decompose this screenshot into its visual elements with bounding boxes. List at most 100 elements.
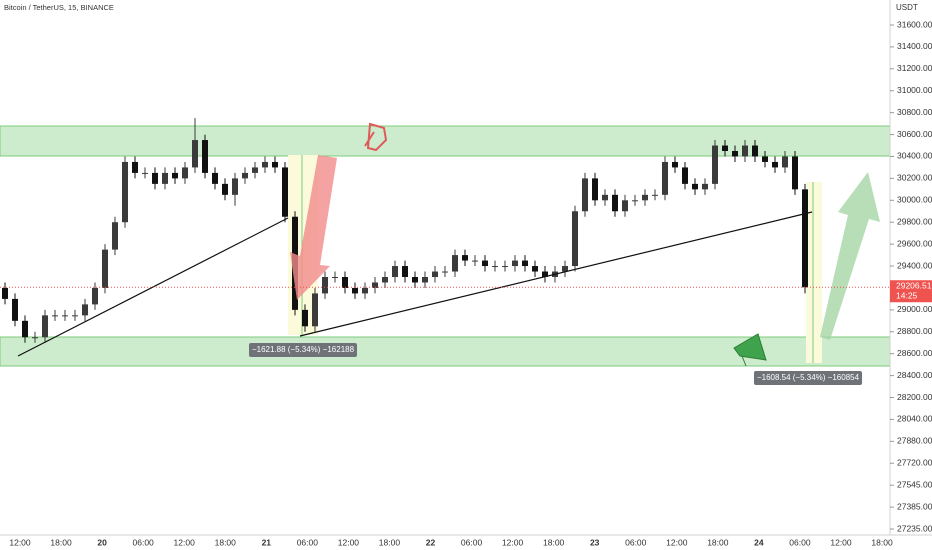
y-tick-label: 27720.00 <box>897 458 932 468</box>
y-tick-label: 29800.00 <box>897 216 932 226</box>
candle-body <box>512 260 518 267</box>
candle-body <box>402 266 408 277</box>
x-tick-label: 20 <box>97 537 107 547</box>
candle-body <box>12 298 18 321</box>
candle-body <box>702 183 708 190</box>
x-tick-label: 12:00 <box>666 537 688 547</box>
candle-body <box>92 287 98 305</box>
candle-body <box>22 320 28 338</box>
y-tick-label: 28200.00 <box>897 392 932 402</box>
y-tick-label: 28400.00 <box>897 370 932 380</box>
candle-body <box>782 156 788 168</box>
candle-body <box>652 194 658 196</box>
candle-body <box>762 156 768 162</box>
candle-body <box>272 161 278 168</box>
candle-body <box>42 315 48 338</box>
y-tick-label: 30000.00 <box>897 195 932 205</box>
candle-body <box>632 200 638 202</box>
y-tick-label: 28040.00 <box>897 414 932 424</box>
candle-body <box>692 183 698 190</box>
bell-icon <box>364 122 388 152</box>
candle-body <box>222 183 228 195</box>
y-tick-label: 30600.00 <box>897 129 932 139</box>
y-tick-label: 28800.00 <box>897 326 932 336</box>
y-tick-label: 27880.00 <box>897 436 932 446</box>
candle-body <box>742 145 748 157</box>
trend-line <box>299 211 813 337</box>
candle-body <box>122 161 128 223</box>
candle-body <box>502 266 508 268</box>
y-axis-label: USDT <box>896 3 918 12</box>
candle-body <box>192 140 198 168</box>
candle-body <box>452 255 458 272</box>
candle-body <box>72 315 78 317</box>
x-tick-label: 22 <box>426 537 436 547</box>
candle-body <box>572 211 578 267</box>
x-tick-label: 06:00 <box>789 537 811 547</box>
candle-body <box>262 161 268 168</box>
candle-body <box>542 271 548 277</box>
measure-box <box>806 182 822 363</box>
candle-body <box>732 151 738 157</box>
y-tick-label: 27545.00 <box>897 479 932 489</box>
countdown: 14:25 <box>896 290 918 300</box>
measure-label-bg <box>754 371 862 385</box>
candle-body <box>532 266 538 272</box>
y-tick-label: 29000.00 <box>897 304 932 314</box>
up-arrow <box>820 172 880 340</box>
y-tick-label: 31200.00 <box>897 63 932 73</box>
y-tick-label: 29600.00 <box>897 238 932 248</box>
x-tick-label: 06:00 <box>461 537 483 547</box>
candle-body <box>482 260 488 267</box>
x-tick-label: 18:00 <box>50 537 72 547</box>
candle-body <box>432 271 438 277</box>
candle-body <box>382 277 388 283</box>
x-tick-label: 18:00 <box>871 537 893 547</box>
candle-body <box>462 255 468 261</box>
candle-body <box>662 161 668 195</box>
candle-body <box>172 172 178 179</box>
y-tick-label: 30400.00 <box>897 151 932 161</box>
x-tick-label: 12:00 <box>338 537 360 547</box>
measure-label: −1621.88 (−5.34%) −162188 <box>252 345 355 354</box>
candle-body <box>352 287 358 294</box>
resistance-zone <box>0 125 891 157</box>
y-tick-label: 31600.00 <box>897 19 932 29</box>
candle-body <box>562 266 568 272</box>
candle-body <box>132 161 138 173</box>
y-tick-label: 29400.00 <box>897 260 932 270</box>
candle-body <box>322 277 328 294</box>
measure-label-bg <box>249 343 357 357</box>
candle-body <box>362 287 368 294</box>
x-tick-label: 12:00 <box>9 537 31 547</box>
candle-body <box>372 282 378 288</box>
x-tick-label: 06:00 <box>297 537 319 547</box>
candle-body <box>412 277 418 283</box>
candle-body <box>242 172 248 179</box>
x-tick-label: 21 <box>262 537 272 547</box>
candle-body <box>492 266 498 268</box>
candle-body <box>602 194 608 201</box>
candle-body <box>182 167 188 179</box>
candle-body <box>592 178 598 201</box>
x-tick-label: 06:00 <box>625 537 647 547</box>
candle-body <box>392 266 398 277</box>
y-tick-label: 31000.00 <box>897 85 932 95</box>
candle-body <box>142 172 148 174</box>
x-tick-label: 18:00 <box>379 537 401 547</box>
candle-body <box>442 271 448 273</box>
x-tick-label: 12:00 <box>502 537 524 547</box>
x-tick-label: 06:00 <box>133 537 155 547</box>
candle-body <box>282 167 288 217</box>
y-tick-label: 27385.00 <box>897 501 932 511</box>
candle-body <box>32 337 38 339</box>
candle-body <box>52 315 58 317</box>
candle-body <box>712 145 718 184</box>
candle-body <box>112 222 118 250</box>
candle-body <box>162 172 168 184</box>
x-tick-label: 23 <box>590 537 600 547</box>
candle-body <box>772 161 778 168</box>
megaphone-icon <box>733 333 767 367</box>
candle-body <box>152 172 158 184</box>
